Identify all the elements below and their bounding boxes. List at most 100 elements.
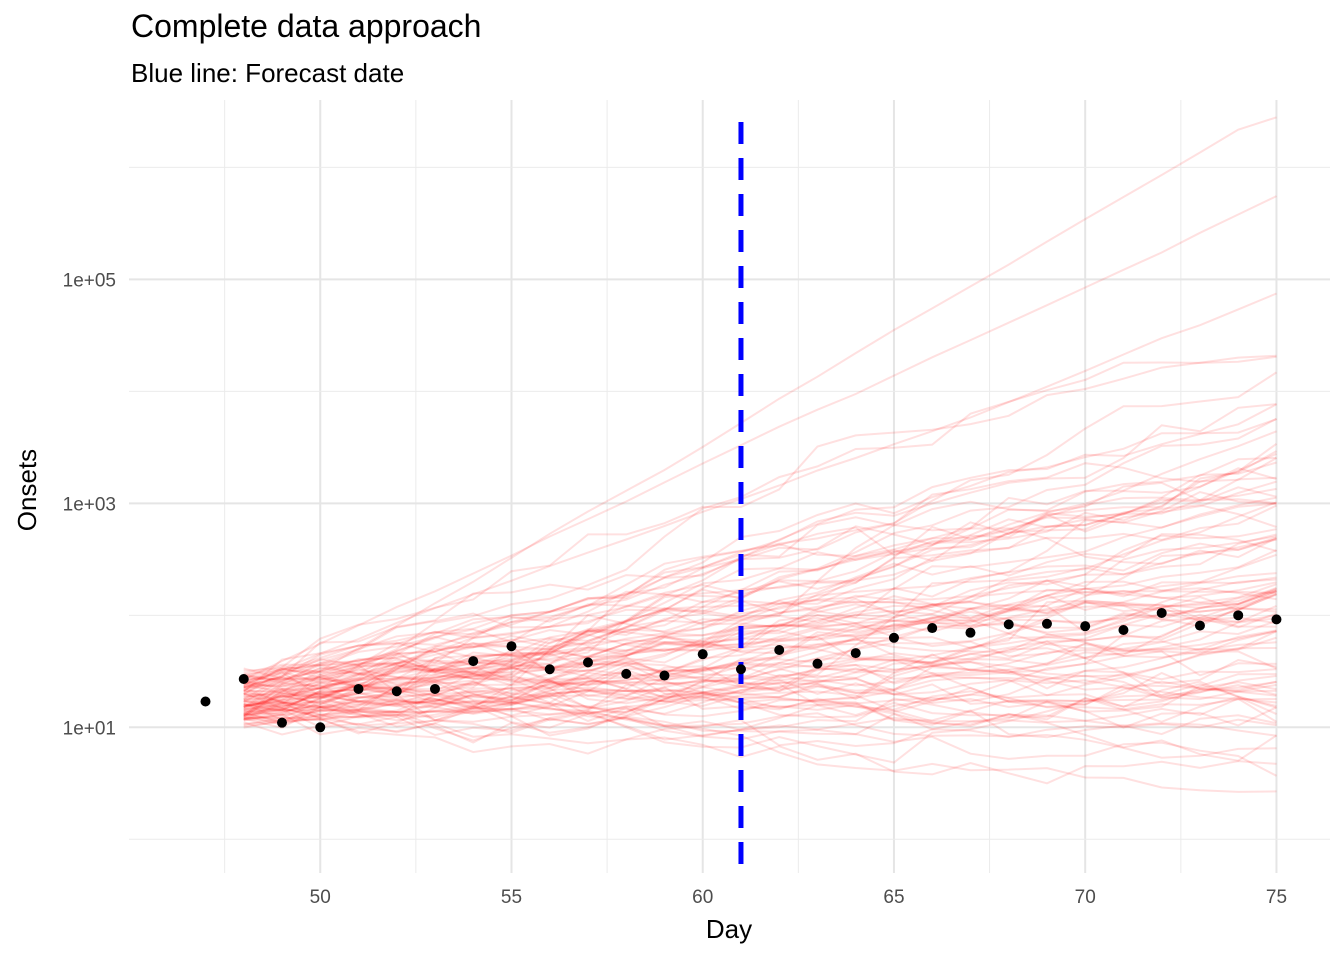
simulation-line [243, 665, 1277, 705]
simulation-line [243, 681, 1277, 729]
observed-point [888, 632, 899, 643]
simulation-line [243, 590, 1277, 720]
simulation-line [243, 292, 1277, 687]
simulation-line [243, 587, 1277, 712]
simulation-line [243, 630, 1277, 706]
simulation-line [243, 660, 1277, 717]
simulation-line [243, 504, 1277, 714]
simulation-line [243, 606, 1277, 708]
simulation-line [243, 628, 1277, 688]
observed-point [391, 686, 402, 697]
simulation-line [243, 680, 1277, 734]
simulation-line [243, 617, 1277, 719]
simulation-line [243, 708, 1278, 762]
x-tick-label: 70 [1075, 887, 1096, 908]
observed-point [238, 674, 249, 685]
observed-point [1080, 621, 1091, 632]
simulation-line [243, 538, 1277, 708]
simulation-line [243, 686, 1277, 755]
simulation-line [243, 601, 1277, 735]
simulation-line [243, 614, 1277, 689]
x-tick-label: 50 [310, 887, 331, 908]
simulation-line [243, 553, 1277, 729]
simulation-line [243, 487, 1277, 704]
simulation-line [243, 622, 1277, 690]
simulation-line [243, 450, 1277, 683]
simulation-line [243, 665, 1277, 739]
simulation-line [243, 195, 1277, 681]
simulation-line [243, 689, 1277, 726]
simulation-line [243, 671, 1277, 764]
y-axis-title: Onsets [12, 449, 42, 531]
simulation-line [243, 673, 1277, 723]
simulation-line [243, 481, 1277, 711]
simulation-line [243, 597, 1277, 709]
simulation-line [243, 417, 1277, 720]
observed-point [850, 648, 861, 659]
simulation-line [243, 590, 1277, 709]
simulation-line [243, 588, 1277, 679]
simulation-line [243, 528, 1277, 716]
simulation-line [243, 667, 1277, 777]
observed-points [200, 607, 1282, 733]
simulation-line [243, 371, 1278, 685]
x-tick-label: 60 [692, 887, 713, 908]
simulation-line [243, 480, 1277, 710]
simulation-line [243, 580, 1277, 689]
observed-point [429, 683, 440, 694]
y-tick-label: 1e+03 [63, 494, 116, 515]
simulation-line [243, 467, 1277, 717]
simulation-line [243, 502, 1277, 719]
simulation-line [243, 452, 1277, 718]
simulation-line [243, 116, 1277, 716]
simulation-line [243, 403, 1277, 695]
simulation-line [243, 587, 1277, 695]
simulation-line [243, 612, 1277, 729]
observed-point [927, 623, 938, 634]
x-axis-title: Day [706, 914, 752, 944]
simulation-line [243, 490, 1277, 675]
simulation-line [243, 630, 1277, 699]
observed-point [276, 717, 287, 728]
simulation-line [243, 576, 1277, 694]
simulation-line [243, 593, 1277, 720]
simulation-line [243, 536, 1277, 678]
observed-point [1041, 618, 1052, 629]
simulation-line [243, 663, 1277, 744]
simulation-line [243, 601, 1277, 716]
observed-point [1271, 614, 1282, 625]
simulation-line [243, 496, 1277, 726]
observed-point [544, 664, 555, 675]
x-tick-label: 75 [1266, 887, 1287, 908]
simulation-line [243, 642, 1277, 708]
simulation-line [243, 456, 1277, 699]
simulation-line [243, 671, 1277, 723]
simulation-line [243, 618, 1277, 716]
observed-point [506, 641, 517, 652]
simulation-line [243, 430, 1277, 693]
observed-point [1118, 624, 1129, 635]
simulation-line [243, 658, 1278, 723]
simulation-line [243, 593, 1277, 727]
observed-point [659, 670, 670, 681]
y-tick-label: 1e+01 [63, 718, 116, 739]
simulation-line [243, 572, 1277, 721]
simulation-line [243, 689, 1277, 793]
observed-point [812, 658, 823, 669]
simulation-line [243, 355, 1277, 708]
observed-point [621, 668, 632, 679]
simulation-line [243, 680, 1277, 726]
simulation-line [243, 600, 1277, 712]
simulation-line [243, 674, 1277, 737]
simulation-line [243, 589, 1277, 726]
simulation-line [243, 696, 1277, 741]
simulation-line [243, 699, 1277, 738]
simulation-line [243, 680, 1277, 717]
x-tick-label: 65 [883, 887, 904, 908]
simulation-line [243, 533, 1277, 709]
simulation-line [243, 589, 1277, 690]
simulation-line [243, 523, 1277, 684]
simulation-line [243, 578, 1277, 701]
observed-point [1156, 607, 1167, 618]
